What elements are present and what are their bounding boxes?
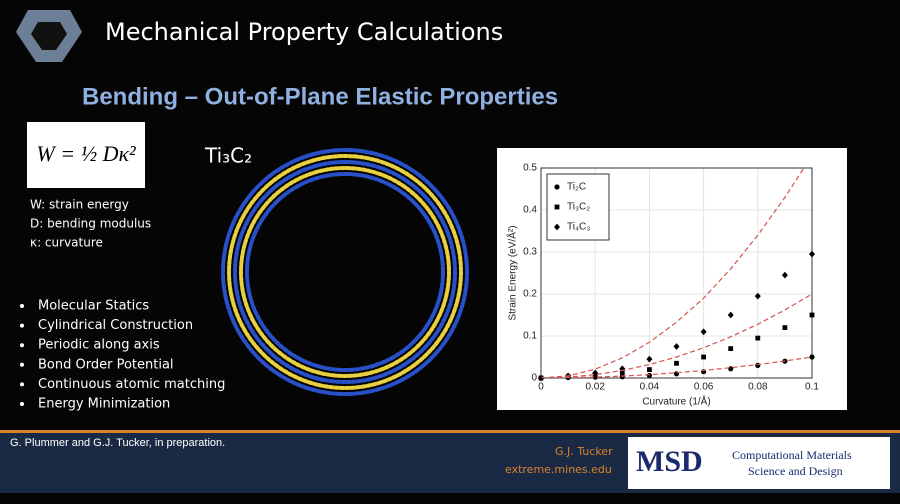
bullet: Energy Minimization	[38, 397, 170, 412]
atom-ring	[227, 154, 463, 390]
bullet: Molecular Statics	[38, 299, 149, 314]
x-tick-label: 0.1	[805, 382, 819, 393]
x-tick-label: 0.06	[694, 382, 714, 393]
point	[700, 328, 707, 336]
atom-ring	[245, 172, 445, 372]
bullet: Periodic along axis	[38, 338, 160, 353]
bullet-dot	[20, 343, 24, 348]
slide-subtitle: Bending – Out-of-Plane Elastic Propertie…	[82, 83, 558, 110]
legend-label: Ti₃C₂	[567, 202, 590, 213]
legend-label: Ti₂C	[567, 182, 586, 193]
nanotube-ring	[221, 148, 469, 396]
point	[727, 311, 734, 319]
msd-logo-box	[628, 437, 890, 489]
y-tick-label: 0.5	[523, 163, 537, 174]
x-tick-label: 0	[538, 382, 544, 393]
point	[646, 372, 653, 379]
atom-ring	[233, 160, 457, 384]
point	[554, 184, 560, 190]
definition: κ: curvature	[30, 236, 103, 250]
point	[619, 370, 625, 376]
bullet: Bond Order Potential	[38, 357, 174, 372]
msd-logo: MSD	[636, 445, 703, 478]
definition: W: strain energy	[30, 198, 129, 212]
fit-line	[541, 356, 812, 378]
structure-label: Ti₃C₂	[204, 144, 252, 168]
point	[728, 346, 734, 351]
x-tick-label: 0.08	[748, 382, 768, 393]
point	[755, 335, 761, 341]
bullet-dot	[20, 323, 24, 328]
point	[755, 362, 761, 368]
x-tick-label: 0.02	[585, 382, 605, 393]
point	[701, 354, 706, 360]
definition: D: bending modulus	[30, 217, 151, 231]
point	[673, 371, 680, 377]
x-axis-label: Curvature (1/Å)	[642, 395, 710, 408]
point	[782, 325, 788, 330]
msd-text: Science and Design	[748, 464, 843, 478]
author: G.J. Tucker	[555, 445, 613, 458]
fit-line	[541, 168, 805, 378]
point	[728, 366, 734, 372]
y-tick-label: 0.4	[523, 205, 537, 216]
msd-text: Computational Materials	[732, 448, 852, 462]
bullet-dot	[20, 362, 24, 367]
bullet: Cylindrical Construction	[38, 318, 193, 333]
point	[673, 343, 680, 350]
formula-box	[27, 122, 145, 188]
point	[809, 250, 815, 258]
point	[809, 312, 815, 318]
slide-title: Mechanical Property Calculations	[105, 18, 503, 46]
footer-rule	[0, 430, 900, 433]
atom-ring	[239, 166, 451, 378]
legend-label: Ti₄C₃	[567, 222, 590, 233]
fit-line	[541, 293, 812, 378]
formula: W = ½ Dκ²	[36, 141, 136, 166]
point	[554, 223, 560, 231]
bullet: Continuous atomic matching	[38, 377, 225, 392]
plot-frame	[540, 167, 813, 379]
y-tick-label: 0	[531, 373, 537, 384]
y-tick-label: 0.2	[523, 289, 537, 300]
y-tick-label: 0.1	[523, 331, 537, 342]
point	[646, 355, 653, 363]
website: extreme.mines.edu	[505, 463, 612, 476]
point	[674, 360, 679, 366]
point	[754, 292, 761, 300]
bullet-dot	[20, 304, 24, 308]
y-tick-label: 0.3	[523, 247, 537, 258]
bullet-dot	[20, 382, 24, 387]
point	[781, 271, 788, 279]
y-axis-label: Strain Energy (eV/Å²)	[506, 225, 519, 320]
point	[554, 204, 560, 210]
bullet-dot	[20, 402, 24, 406]
point	[647, 367, 652, 372]
logo-inner	[31, 22, 67, 50]
atom-ring	[221, 148, 469, 396]
citation: G. Plummer and G.J. Tucker, in preparati…	[10, 437, 225, 449]
x-tick-label: 0.04	[640, 382, 660, 393]
